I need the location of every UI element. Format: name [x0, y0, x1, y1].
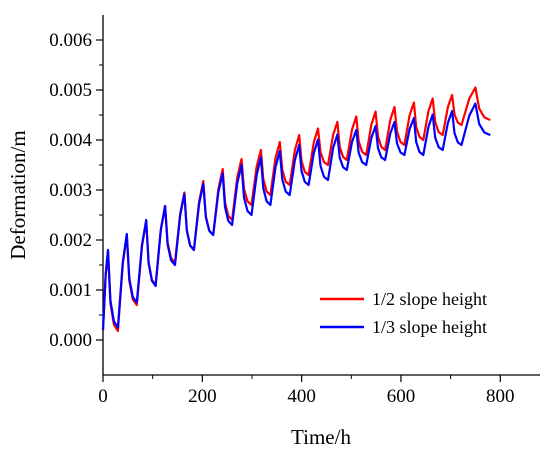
y-tick-label: 0.002 — [49, 230, 92, 251]
y-tick-label: 0.001 — [49, 280, 92, 301]
y-tick-label: 0.003 — [49, 180, 92, 201]
y-tick-label: 0.005 — [49, 80, 92, 101]
x-tick-label: 400 — [287, 386, 316, 407]
legend-label-half-slope: 1/2 slope height — [372, 289, 487, 309]
y-tick-label: 0.000 — [49, 330, 92, 351]
ticks-layer: 0 200 400 600 800 0.000 0.001 0.002 0.003 0.004 0.… — [49, 30, 514, 407]
y-tick-label: 0.006 — [49, 30, 92, 51]
x-tick-label: 200 — [188, 386, 217, 407]
x-tick-label: 800 — [486, 386, 515, 407]
x-axis-label: Time/h — [291, 425, 351, 449]
series-line-third-slope — [101, 102, 491, 331]
legend-label-third-slope: 1/3 slope height — [372, 317, 487, 337]
y-axis-label: Deformation/m — [6, 130, 30, 259]
x-tick-label: 600 — [387, 386, 416, 407]
x-tick-label: 0 — [98, 386, 108, 407]
legend: 1/2 slope height 1/3 slope height — [320, 289, 487, 337]
y-tick-label: 0.004 — [49, 130, 92, 151]
series-layer — [101, 86, 491, 333]
